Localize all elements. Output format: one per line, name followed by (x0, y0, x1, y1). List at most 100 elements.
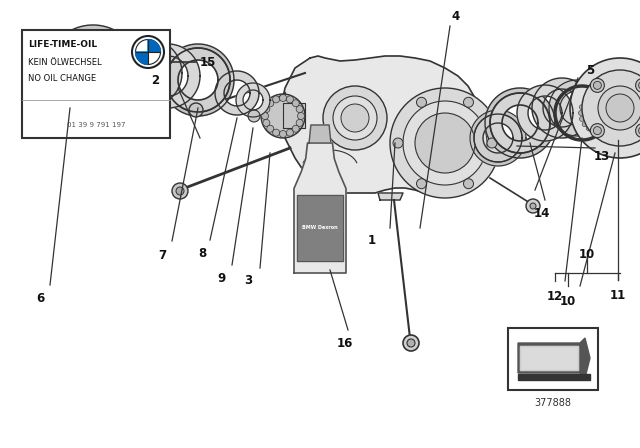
Circle shape (267, 125, 274, 132)
Circle shape (292, 125, 300, 132)
Circle shape (578, 91, 622, 135)
Circle shape (593, 82, 602, 89)
Text: 10: 10 (579, 248, 595, 261)
Polygon shape (283, 103, 305, 128)
Text: 16: 16 (337, 336, 353, 349)
Circle shape (341, 104, 369, 132)
Circle shape (296, 119, 303, 126)
Circle shape (639, 127, 640, 135)
Polygon shape (518, 338, 590, 378)
Circle shape (390, 88, 500, 198)
Polygon shape (520, 346, 578, 370)
Circle shape (417, 179, 426, 189)
Circle shape (393, 138, 403, 148)
Text: 3: 3 (244, 273, 252, 287)
Circle shape (570, 58, 640, 158)
Circle shape (132, 36, 164, 68)
Circle shape (606, 94, 634, 122)
Circle shape (586, 95, 591, 100)
Polygon shape (280, 56, 483, 193)
Circle shape (604, 129, 609, 134)
Polygon shape (517, 85, 573, 141)
Circle shape (267, 100, 274, 107)
Circle shape (463, 97, 474, 108)
Circle shape (286, 129, 293, 136)
Circle shape (176, 187, 184, 195)
Polygon shape (294, 143, 346, 273)
FancyBboxPatch shape (22, 30, 170, 138)
Circle shape (323, 86, 387, 150)
Circle shape (248, 110, 260, 122)
Circle shape (136, 39, 161, 65)
Text: 6: 6 (36, 292, 44, 305)
Circle shape (83, 63, 103, 83)
Polygon shape (236, 83, 270, 117)
Circle shape (286, 96, 293, 103)
Text: 5: 5 (586, 64, 594, 77)
Circle shape (582, 99, 587, 104)
Polygon shape (136, 44, 200, 108)
Circle shape (590, 78, 604, 92)
Circle shape (636, 124, 640, 138)
Circle shape (273, 129, 280, 136)
Text: 8: 8 (198, 246, 206, 259)
Text: 14: 14 (534, 207, 550, 220)
Circle shape (463, 179, 474, 189)
Circle shape (616, 111, 621, 116)
Circle shape (403, 101, 487, 185)
Text: 11: 11 (610, 289, 626, 302)
Polygon shape (162, 44, 234, 116)
Circle shape (616, 105, 621, 110)
Circle shape (579, 105, 584, 110)
Circle shape (487, 138, 497, 148)
Circle shape (587, 100, 613, 126)
Polygon shape (520, 346, 578, 370)
Circle shape (407, 339, 415, 347)
Polygon shape (378, 193, 403, 200)
Polygon shape (45, 25, 141, 121)
Polygon shape (297, 195, 343, 261)
Polygon shape (215, 71, 259, 115)
Circle shape (582, 70, 640, 146)
Text: 15: 15 (200, 56, 216, 69)
Polygon shape (309, 125, 331, 143)
Circle shape (590, 124, 604, 138)
Polygon shape (549, 80, 605, 136)
Circle shape (598, 86, 640, 130)
Circle shape (586, 126, 591, 131)
Circle shape (280, 130, 287, 138)
Text: NO OIL CHANGE: NO OIL CHANGE (28, 74, 96, 83)
Text: KEIN ÖLWECHSEL: KEIN ÖLWECHSEL (28, 58, 102, 67)
Circle shape (579, 111, 584, 116)
Circle shape (609, 126, 614, 131)
Circle shape (263, 106, 270, 112)
Circle shape (262, 112, 269, 120)
Circle shape (616, 116, 621, 121)
Polygon shape (485, 88, 555, 158)
Text: 1: 1 (368, 233, 376, 246)
Circle shape (593, 127, 602, 135)
Polygon shape (67, 43, 119, 103)
Text: 13: 13 (594, 150, 610, 163)
Circle shape (296, 106, 303, 112)
Text: 377888: 377888 (534, 398, 572, 408)
Circle shape (613, 122, 618, 127)
Circle shape (261, 94, 305, 138)
Text: 7: 7 (158, 249, 166, 262)
Polygon shape (518, 374, 590, 380)
Polygon shape (166, 48, 230, 112)
Circle shape (582, 122, 587, 127)
Text: 12: 12 (547, 289, 563, 302)
Circle shape (292, 100, 300, 107)
Circle shape (189, 103, 203, 117)
Circle shape (415, 113, 475, 173)
Circle shape (604, 92, 609, 97)
Text: BMW Dexron: BMW Dexron (302, 225, 338, 230)
Circle shape (579, 116, 584, 121)
Circle shape (598, 91, 602, 96)
Polygon shape (474, 114, 522, 162)
Circle shape (591, 129, 596, 134)
Circle shape (333, 96, 377, 140)
Polygon shape (37, 30, 113, 106)
Polygon shape (532, 78, 592, 138)
